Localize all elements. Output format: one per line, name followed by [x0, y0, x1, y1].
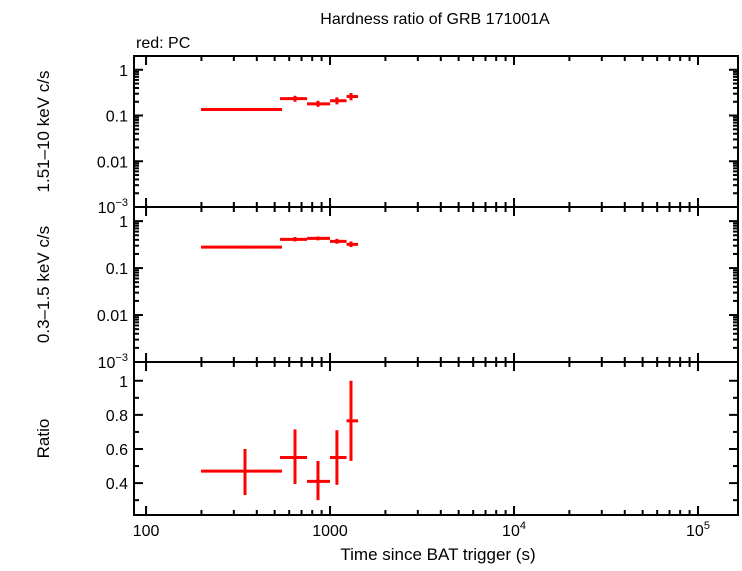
x-tick-label: 1000 — [312, 523, 348, 540]
y-tick-label: 0.1 — [106, 109, 128, 126]
data-point — [280, 95, 308, 102]
x-tick-label: 100 — [133, 523, 160, 540]
y-tick-label: 0.6 — [106, 442, 128, 459]
data-point — [201, 245, 282, 249]
panel-frame — [133, 361, 739, 516]
data-point — [307, 236, 331, 241]
data-point — [280, 429, 308, 484]
x-tick-label: 105 — [686, 520, 710, 540]
x-tick-labels: 100 1000 104 105 — [133, 520, 710, 540]
x-tick-label: 104 — [502, 520, 526, 540]
y-tick-label-exponent: −3 — [115, 352, 128, 364]
data-point — [280, 236, 308, 242]
data-point — [330, 238, 347, 244]
data-point — [330, 430, 347, 485]
y-tick-label: 1 — [119, 63, 128, 80]
legend-note: red: PC — [136, 35, 190, 52]
panel-frame — [133, 55, 739, 208]
y-tick-label: 0.8 — [106, 408, 128, 425]
y-tick-label: 0.1 — [106, 261, 128, 278]
y-tick-label-exponent: −3 — [115, 197, 128, 209]
data-point — [201, 448, 282, 496]
y-axis-label: 1.51–10 keV c/s — [34, 71, 53, 193]
y-tick-label: 10−3 — [98, 352, 128, 372]
chart-title: Hardness ratio of GRB 171001A — [320, 11, 550, 28]
data-point — [201, 108, 282, 112]
x-tick-label-exponent: 4 — [520, 520, 526, 532]
panel-frame — [133, 206, 739, 363]
y-tick-label: 1 — [119, 374, 128, 391]
x-tick-label-exponent: 5 — [704, 520, 710, 532]
y-axis-label: 0.3–1.5 keV c/s — [34, 226, 53, 343]
panel-2: 1 0.1 0.01 10−3 0.3–1.5 keV c/s — [34, 206, 739, 372]
data-point — [346, 380, 359, 461]
panel-3: 1 0.8 0.6 0.4 Ratio — [34, 361, 739, 516]
data-point — [346, 241, 359, 248]
data-point — [330, 97, 347, 105]
y-tick-label: 1 — [119, 214, 128, 231]
y-tick-label: 0.4 — [106, 476, 128, 493]
y-axis-label: Ratio — [34, 419, 53, 459]
y-tick-label: 0.01 — [97, 308, 128, 325]
data-point — [307, 100, 331, 107]
x-axis-label: Time since BAT trigger (s) — [340, 545, 535, 564]
y-tick-label: 0.01 — [97, 154, 128, 171]
data-point — [307, 460, 331, 501]
data-point — [346, 93, 359, 101]
